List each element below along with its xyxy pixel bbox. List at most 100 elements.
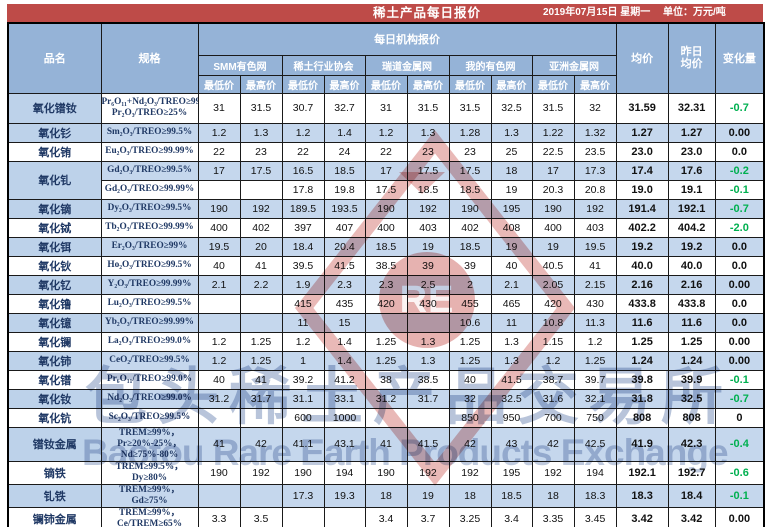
product-name-cell: 镝铁: [7, 460, 102, 485]
quote-cell-low: 1.2: [197, 331, 241, 352]
table-row: 镨钕金属 TREM≥99%，Pr≥20%-25%， Nd≥75%-80% 41 42 4…: [7, 426, 765, 462]
quote-cell-high: 23.5: [573, 141, 617, 162]
quote-cell-low: 39.5: [281, 255, 325, 276]
quote-cell-high: 1.32: [573, 122, 617, 143]
product-name-cell: 氧化镧: [7, 331, 102, 352]
avg-price-cell: 808: [615, 407, 669, 428]
prev-avg-price-cell: 2.16: [667, 274, 716, 295]
quote-cell-high: 17.3: [573, 160, 617, 181]
quote-cell-low: 700: [531, 407, 575, 428]
quote-cell-low: 190: [197, 460, 241, 485]
quote-cell-low: 17: [531, 160, 575, 181]
spec-cell: Lu₂O₃/TREO≥99.5%: [100, 293, 199, 314]
quote-cell-high: 1.3: [239, 122, 283, 143]
quote-cell-low: [197, 293, 241, 314]
quote-cell-low: 1.15: [531, 331, 575, 352]
product-name-cell: 氧化铈: [7, 350, 102, 371]
col-header-prev-avg: 昨日均价: [667, 22, 716, 94]
quote-cell-low: 1.2: [281, 331, 325, 352]
quote-cell-high: 31.5: [406, 92, 450, 124]
quote-cell-high: 43.1: [323, 426, 366, 462]
col-header-agency-smm: SMM有色网: [197, 54, 283, 76]
col-header-low: 最低价: [448, 74, 492, 94]
change-cell: 0.00: [714, 274, 765, 295]
avg-price-cell: 433.8: [615, 293, 669, 314]
quote-cell-low: 20.3: [531, 179, 575, 200]
prev-avg-price-cell: 11.6: [667, 312, 716, 333]
quote-cell-low: 40: [197, 255, 241, 276]
quote-cell-high: 41: [573, 255, 617, 276]
quote-cell-low: 17.8: [281, 179, 325, 200]
prev-avg-price-cell: 1.24: [667, 350, 716, 371]
quote-cell-low: 1.25: [448, 350, 492, 371]
quote-cell-high: 23: [239, 141, 283, 162]
quote-cell-high: 1.2: [573, 331, 617, 352]
quote-cell-high: 194: [323, 460, 366, 485]
quote-cell-low: 190: [281, 460, 325, 485]
spec-cell: TREM≥99%，Pr≥20%-25%， Nd≥75%-80%: [100, 426, 199, 462]
product-name-cell: 氧化钬: [7, 255, 102, 276]
quote-cell-high: 15: [323, 312, 366, 333]
quote-cell-low: 22: [197, 141, 241, 162]
product-name-cell: 镧铈金属: [7, 506, 102, 527]
quote-cell-high: 20.8: [573, 179, 617, 200]
quote-cell-low: 3.3: [197, 506, 241, 527]
spec-cell: Nd₂O₃/TREO≥99.0%: [100, 388, 199, 409]
quote-cell-low: 1.9: [281, 274, 325, 295]
quote-cell-low: 10.8: [531, 312, 575, 333]
prev-avg-price-cell: 192.7: [667, 460, 716, 485]
col-header-high: 最高价: [323, 74, 366, 94]
quote-cell-low: 189.5: [281, 198, 325, 219]
product-name-cell: 氧化镱: [7, 312, 102, 333]
quote-cell-high: 407: [323, 217, 366, 238]
col-header-high: 最高价: [490, 74, 533, 94]
quote-cell-high: 1.25: [239, 331, 283, 352]
quote-cell-high: 18.5: [323, 160, 366, 181]
quote-cell-high: 3.5: [239, 506, 283, 527]
change-cell: 0.0: [714, 236, 765, 257]
quote-cell-high: 1.25: [573, 350, 617, 371]
col-header-agency-asianmetal: 亚洲金属网: [531, 54, 617, 76]
quote-cell-low: 17.5: [448, 160, 492, 181]
spec-cell: Gd₂O₃/TREO≥99.5%: [100, 160, 199, 181]
table-row: 镧铈金属 TREM≥99%，Ce/TREM≥65% 3.3 3.5 3.4 3.7 3.25…: [7, 506, 765, 527]
quote-cell-low: 32: [448, 388, 492, 409]
quote-cell-high: 465: [490, 293, 533, 314]
quote-cell-high: 42.5: [573, 426, 617, 462]
prev-avg-price-cell: 42.3: [667, 426, 716, 462]
col-header-high: 最高价: [406, 74, 450, 94]
quote-cell-high: 950: [490, 407, 533, 428]
product-name-cell: 氧化镝: [7, 198, 102, 219]
prev-avg-price-cell: 39.9: [667, 369, 716, 390]
quote-cell-high: 192: [406, 198, 450, 219]
quote-cell-low: 19: [531, 236, 575, 257]
change-cell: -0.1: [714, 179, 765, 200]
quote-cell-low: 190: [364, 198, 408, 219]
quote-cell-high: 430: [406, 293, 450, 314]
quote-cell-low: 22: [281, 141, 325, 162]
quote-cell-low: 41.1: [281, 426, 325, 462]
quote-cell-high: 750: [573, 407, 617, 428]
quote-cell-high: 19.5: [573, 236, 617, 257]
avg-price-cell: 18.3: [615, 483, 669, 508]
quote-cell-low: 31.5: [531, 92, 575, 124]
quote-cell-low: 1.2: [531, 350, 575, 371]
quote-cell-low: 18: [364, 483, 408, 508]
quote-cell-low: 3.4: [364, 506, 408, 527]
quote-cell-low: 31.6: [531, 388, 575, 409]
quote-cell-low: 192: [448, 460, 492, 485]
change-cell: -0.1: [714, 369, 765, 390]
quote-cell-high: 435: [323, 293, 366, 314]
avg-price-cell: 19.2: [615, 236, 669, 257]
quote-cell-low: 38.5: [364, 255, 408, 276]
quote-cell-low: 455: [448, 293, 492, 314]
quote-cell-low: 402: [448, 217, 492, 238]
quote-cell-low: 192: [531, 460, 575, 485]
quote-cell-low: [197, 179, 241, 200]
quote-cell-low: 17.3: [281, 483, 325, 508]
quote-cell-low: 18.5: [364, 236, 408, 257]
quote-cell-low: 1.2: [281, 122, 325, 143]
spec-cell: Sc₂O₃/TREO≥99.5%: [100, 407, 199, 428]
quote-cell-low: 16.5: [281, 160, 325, 181]
quote-cell-low: 400: [531, 217, 575, 238]
